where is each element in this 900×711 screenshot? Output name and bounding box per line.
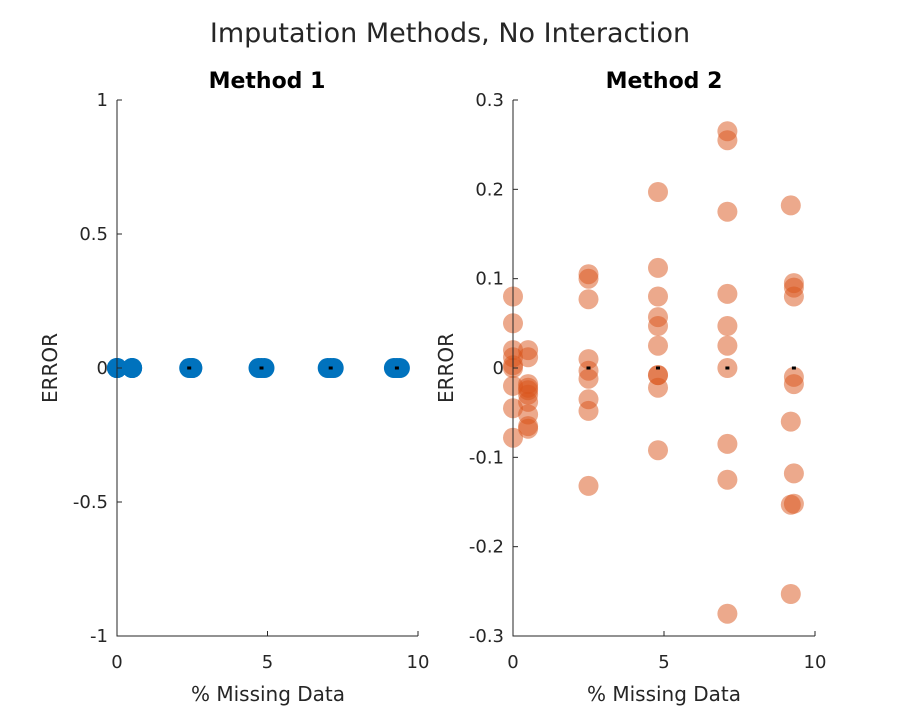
data-point [780, 195, 801, 216]
mean-marker [725, 366, 730, 370]
data-point [648, 440, 668, 461]
mean-marker [394, 366, 399, 370]
data-point [648, 182, 668, 202]
data-point [389, 358, 410, 378]
data-point [780, 494, 801, 515]
data-point [182, 358, 203, 378]
x-tick-label: 5 [262, 652, 273, 673]
mean-marker [586, 366, 591, 370]
data-point [717, 283, 738, 304]
y-tick-label: 0.5 [79, 224, 108, 245]
y-tick-label: 0.1 [475, 269, 504, 290]
data-point [122, 358, 143, 378]
mean-marker [328, 366, 333, 370]
data-point [717, 433, 738, 454]
data-point [578, 268, 599, 289]
method-1-panel: Method 1 -1 -0.5 0 0.5 1 0 5 10 % Missing Data… [38, 69, 429, 706]
mean-marker [791, 366, 796, 370]
data-point [783, 463, 804, 484]
method-2-x-label: % Missing Data [587, 682, 741, 706]
data-point [648, 257, 668, 278]
method-1-title: Method 1 [209, 69, 326, 94]
x-tick-label: 0 [111, 652, 122, 673]
data-point [648, 286, 668, 307]
method-1-points [107, 358, 410, 378]
data-point [518, 347, 539, 368]
method-1-y-ticks: -1 -0.5 0 0.5 1 [73, 90, 122, 647]
data-point [717, 201, 738, 222]
method-1-x-label: % Missing Data [191, 682, 345, 706]
y-tick-label: -0.5 [73, 492, 108, 513]
data-point [648, 335, 668, 356]
y-tick-label: -0.2 [469, 537, 504, 558]
mean-marker [259, 366, 264, 370]
figure-title: Imputation Methods, No Interaction [210, 18, 690, 49]
data-point [578, 475, 599, 496]
data-point [578, 289, 599, 310]
data-point [578, 368, 599, 389]
method-2-y-label: ERROR [434, 333, 458, 403]
y-tick-label: 0.2 [475, 179, 504, 200]
data-point [648, 316, 668, 336]
y-tick-label: 0 [97, 358, 108, 379]
y-tick-label: 1 [97, 90, 108, 111]
mean-marker [656, 366, 660, 370]
data-point [717, 603, 738, 624]
data-point [717, 316, 738, 336]
data-point [780, 584, 801, 604]
data-point [518, 418, 539, 439]
mean-marker [187, 366, 192, 370]
data-point [717, 469, 738, 490]
data-point [648, 365, 668, 386]
y-tick-label: -0.1 [469, 447, 504, 468]
method-1-y-label: ERROR [38, 333, 62, 403]
x-tick-label: 5 [658, 652, 669, 673]
y-tick-label: 0 [493, 358, 504, 379]
data-point [783, 374, 804, 395]
method-1-mean-markers [187, 366, 399, 370]
method-2-panel: Method 2 -0.3 -0.2 -0.1 0 0.1 0.2 0.3 0 5 10 % M… [434, 69, 826, 706]
method-2-x-ticks: 0 5 10 [507, 631, 826, 673]
data-point [323, 358, 344, 378]
method-2-mean-markers [586, 366, 796, 370]
method-2-title: Method 2 [606, 69, 723, 94]
x-tick-label: 10 [804, 652, 827, 673]
data-point [780, 411, 801, 432]
method-2-y-ticks: -0.3 -0.2 -0.1 0 0.1 0.2 0.3 [469, 90, 518, 647]
data-point [717, 130, 738, 151]
method-2-points [503, 121, 804, 624]
data-point [578, 400, 599, 421]
y-tick-label: 0.3 [475, 90, 504, 111]
x-tick-label: 10 [407, 652, 430, 673]
data-point [254, 358, 275, 378]
y-tick-label: -0.3 [469, 626, 504, 647]
x-tick-label: 0 [507, 652, 518, 673]
method-1-x-ticks: 0 5 10 [111, 631, 429, 673]
y-tick-label: -1 [90, 626, 108, 647]
data-point [783, 286, 804, 307]
data-point [717, 335, 738, 356]
